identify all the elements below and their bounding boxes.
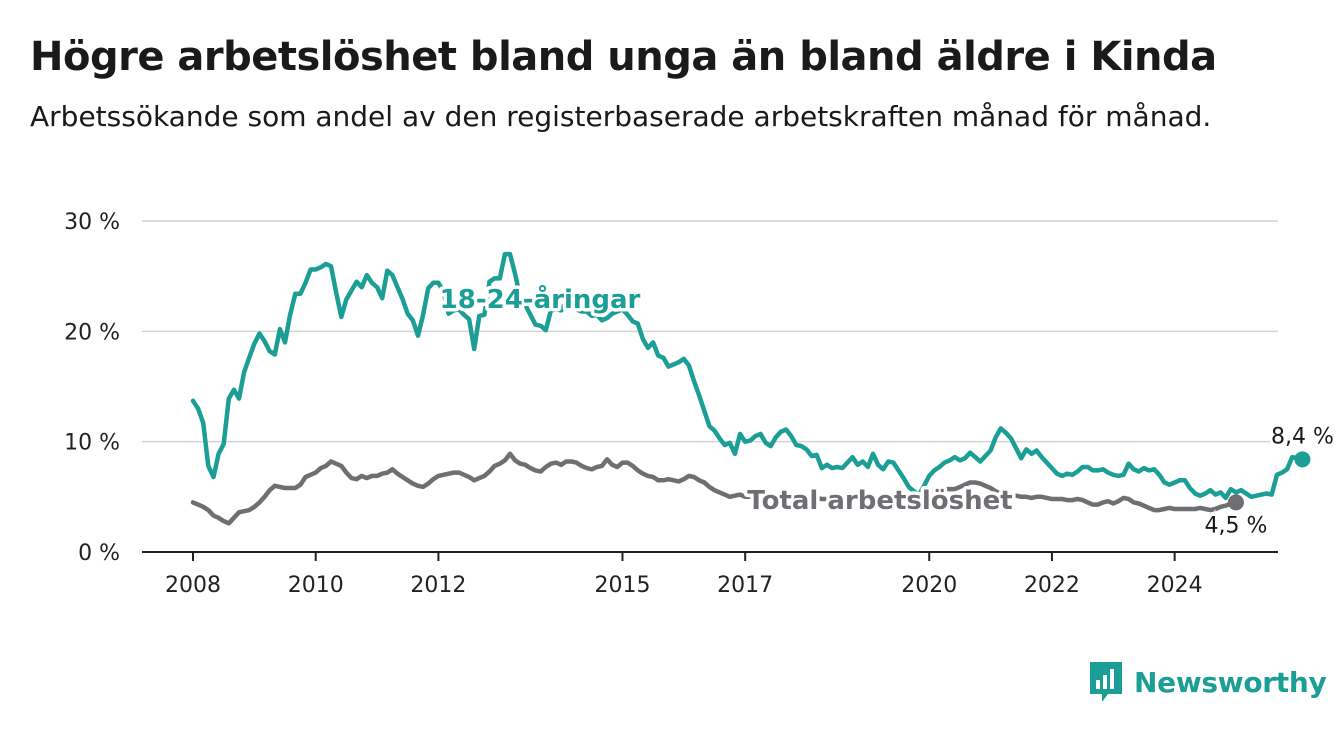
chart-title: Högre arbetslöshet bland unga än bland ä… <box>30 34 1217 80</box>
series-line-0 <box>190 251 1305 501</box>
line-chart: 0 % 10 % 20 % 30 % 2008 2010 2012 2015 2017 2020… <box>64 210 1336 598</box>
series-lines <box>190 251 1311 526</box>
newsworthy-brand: Newsworthy <box>1088 660 1327 704</box>
series-end-marker <box>1294 451 1311 468</box>
series-line-1 <box>190 451 1239 526</box>
series-name-label: 18-24-åringar <box>440 283 641 315</box>
y-tick-label: 30 % <box>64 210 120 235</box>
series-end-label: 4,5 % <box>1205 513 1268 538</box>
y-tick-label: 0 % <box>78 541 120 566</box>
series-end-label: 8,4 % <box>1271 424 1334 449</box>
x-axis: 2008 2010 2012 2015 2017 2020 2022 2024 <box>142 551 1278 598</box>
x-tick-label: 2008 <box>165 573 221 598</box>
series-labels: 18-24-åringar Total arbetslöshet 8,4 % 4,5 … <box>436 280 1336 541</box>
x-tick-label: 2015 <box>594 573 650 598</box>
x-tick-label: 2024 <box>1147 573 1203 598</box>
newsworthy-logo-icon <box>1090 662 1122 702</box>
x-tick-label: 2020 <box>901 573 957 598</box>
x-tick-label: 2012 <box>410 573 466 598</box>
series-end-marker <box>1227 494 1244 511</box>
x-tick-label: 2010 <box>288 573 344 598</box>
x-tick-label: 2022 <box>1024 573 1080 598</box>
y-tick-label: 10 % <box>64 431 120 456</box>
y-tick-label: 20 % <box>64 320 120 345</box>
chart-subtitle: Arbetssökande som andel av den registerb… <box>30 100 1212 133</box>
grid-lines <box>142 220 1278 443</box>
x-tick-label: 2017 <box>717 573 773 598</box>
series-name-label: Total arbetslöshet <box>747 486 1012 516</box>
brand-name: Newsworthy <box>1134 665 1327 699</box>
y-axis: 0 % 10 % 20 % 30 % <box>64 210 120 566</box>
